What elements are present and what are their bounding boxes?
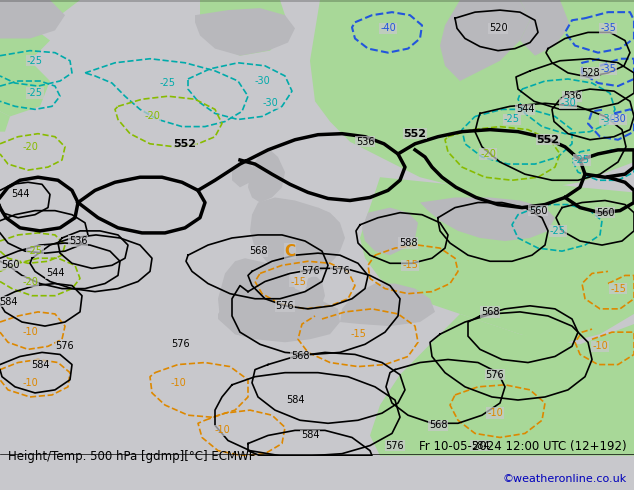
Text: -10: -10: [487, 408, 503, 418]
Text: 568: 568: [429, 420, 447, 430]
Text: 536: 536: [68, 236, 87, 246]
Text: -25: -25: [160, 78, 176, 88]
Text: 552: 552: [536, 135, 559, 145]
Text: 576: 576: [385, 441, 404, 451]
Text: -25: -25: [504, 115, 520, 124]
Text: ©weatheronline.co.uk: ©weatheronline.co.uk: [502, 474, 626, 484]
Text: 536: 536: [563, 91, 581, 101]
Text: 560: 560: [1, 260, 19, 270]
Text: 576: 576: [331, 267, 349, 276]
Text: 584: 584: [286, 395, 304, 405]
Polygon shape: [232, 162, 255, 187]
Text: -35: -35: [600, 64, 616, 74]
Text: -10: -10: [22, 327, 38, 337]
Text: 568: 568: [249, 246, 268, 256]
Polygon shape: [195, 8, 295, 56]
Text: -30: -30: [560, 98, 576, 108]
Text: -20: -20: [22, 276, 38, 287]
Text: 544: 544: [11, 190, 29, 199]
Polygon shape: [305, 275, 325, 314]
Text: 576: 576: [301, 267, 320, 276]
Polygon shape: [248, 150, 285, 202]
Text: -15: -15: [350, 329, 366, 339]
Text: -15: -15: [290, 276, 306, 287]
Text: 568: 568: [291, 351, 309, 362]
Text: 552: 552: [174, 139, 197, 149]
Text: Height/Temp. 500 hPa [gdmp][°C] ECMWF: Height/Temp. 500 hPa [gdmp][°C] ECMWF: [8, 450, 255, 463]
Polygon shape: [360, 177, 634, 344]
Text: -10: -10: [592, 342, 608, 351]
Text: 520: 520: [489, 24, 507, 33]
Text: -10: -10: [22, 378, 38, 388]
Polygon shape: [0, 0, 65, 39]
Text: -25: -25: [27, 246, 43, 256]
Text: 560: 560: [529, 206, 547, 216]
Text: 576: 576: [56, 342, 74, 351]
Text: -30: -30: [610, 115, 626, 124]
Polygon shape: [218, 282, 340, 343]
Polygon shape: [362, 208, 418, 255]
Text: 536: 536: [356, 137, 374, 147]
Text: -20: -20: [480, 149, 496, 159]
Polygon shape: [0, 61, 50, 117]
Text: -10: -10: [214, 425, 230, 436]
Text: -30: -30: [600, 115, 616, 124]
Text: -25: -25: [550, 226, 566, 236]
Text: 576: 576: [276, 301, 294, 311]
Polygon shape: [250, 197, 340, 271]
Text: -30: -30: [262, 98, 278, 108]
Text: 560: 560: [596, 208, 614, 218]
Text: C: C: [285, 244, 295, 259]
Polygon shape: [218, 258, 295, 339]
Text: -30: -30: [254, 76, 270, 86]
Text: -15: -15: [402, 260, 418, 270]
Polygon shape: [520, 0, 570, 56]
Polygon shape: [200, 0, 290, 56]
Text: 528: 528: [581, 68, 599, 78]
Polygon shape: [310, 0, 634, 193]
Text: 568: 568: [481, 307, 499, 317]
Text: -25: -25: [27, 56, 43, 66]
Text: 584: 584: [0, 297, 17, 307]
Text: Fr 10-05-2024 12:00 UTC (12+192): Fr 10-05-2024 12:00 UTC (12+192): [419, 440, 626, 453]
Text: 588: 588: [399, 238, 417, 248]
Polygon shape: [0, 25, 50, 71]
Text: 576: 576: [171, 339, 190, 349]
Polygon shape: [0, 0, 80, 30]
Text: -20: -20: [144, 111, 160, 122]
Text: -35: -35: [600, 24, 616, 33]
Text: -40: -40: [380, 24, 396, 33]
Text: 584: 584: [471, 441, 489, 451]
Text: -15: -15: [610, 284, 626, 294]
Polygon shape: [420, 197, 555, 241]
Polygon shape: [0, 111, 10, 132]
Polygon shape: [370, 314, 634, 456]
Text: 544: 544: [46, 269, 64, 278]
Text: -25: -25: [27, 88, 43, 98]
Text: 552: 552: [403, 129, 427, 139]
Text: 584: 584: [31, 360, 49, 369]
Text: 576: 576: [486, 369, 504, 380]
Text: 544: 544: [515, 104, 534, 114]
Polygon shape: [340, 284, 435, 326]
Text: 584: 584: [301, 430, 320, 441]
Polygon shape: [440, 0, 530, 81]
Text: -25: -25: [574, 155, 590, 165]
Text: -20: -20: [22, 142, 38, 152]
Polygon shape: [305, 208, 345, 275]
Text: -10: -10: [170, 378, 186, 388]
